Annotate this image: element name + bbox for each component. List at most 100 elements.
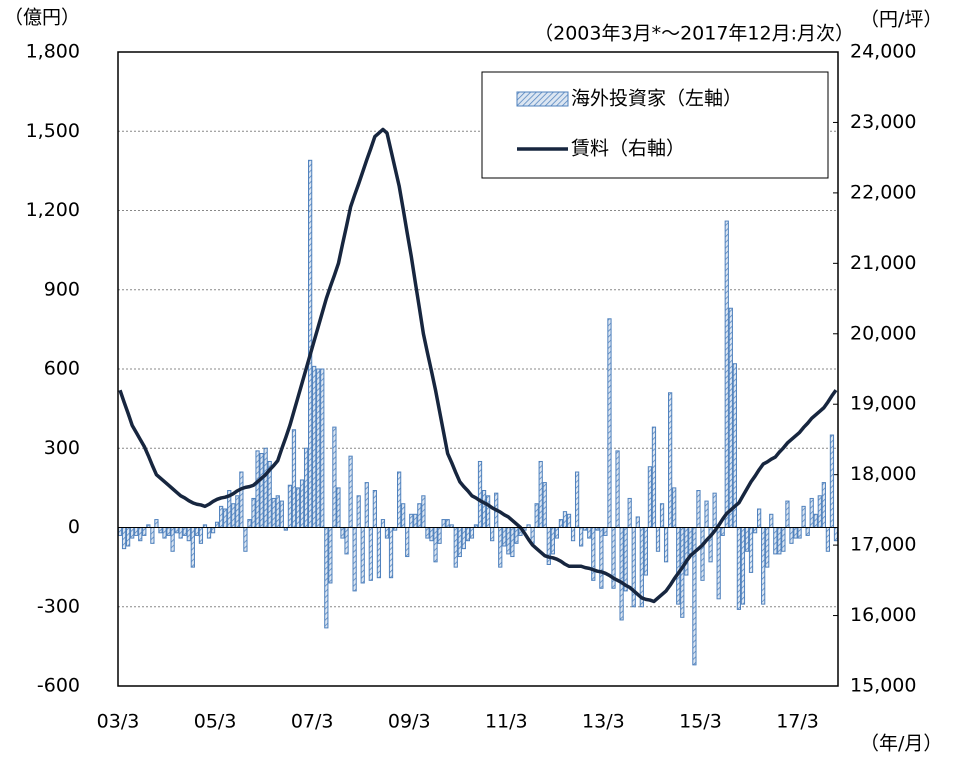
bar xyxy=(506,527,511,555)
bar xyxy=(704,500,709,529)
legend-box xyxy=(481,71,829,179)
bar xyxy=(360,527,365,584)
bar xyxy=(130,527,135,539)
bar xyxy=(700,527,705,581)
x-tick-label: 11/3 xyxy=(485,711,528,733)
bar xyxy=(748,527,754,573)
bar xyxy=(502,527,507,547)
bar xyxy=(291,429,297,528)
bar xyxy=(789,527,794,544)
bar xyxy=(603,527,608,536)
bar xyxy=(405,527,410,558)
bar xyxy=(732,363,737,529)
legend-label: 賃料（右軸） xyxy=(571,138,685,160)
bar xyxy=(655,527,661,552)
bar xyxy=(344,527,349,555)
bar xyxy=(623,527,628,592)
bar xyxy=(239,471,244,528)
bar xyxy=(680,527,685,618)
bar xyxy=(190,527,195,568)
y-tick-label: 1,200 xyxy=(26,199,80,221)
bar xyxy=(477,460,483,529)
bar xyxy=(676,527,681,605)
bar xyxy=(490,527,495,542)
bar xyxy=(619,527,624,621)
bar xyxy=(223,508,228,528)
bar xyxy=(332,426,337,528)
bar xyxy=(388,527,394,579)
bar xyxy=(134,527,139,536)
bar xyxy=(684,527,689,576)
bar xyxy=(817,495,822,528)
bar xyxy=(251,497,256,529)
bar xyxy=(263,447,268,528)
bar xyxy=(243,527,248,552)
bar xyxy=(744,527,750,552)
bar xyxy=(336,487,341,528)
bar xyxy=(651,426,657,528)
bar xyxy=(235,495,240,528)
bar xyxy=(647,466,653,529)
bar xyxy=(397,471,402,528)
bar xyxy=(214,521,220,529)
bar xyxy=(259,453,264,528)
bar xyxy=(219,505,224,529)
bar xyxy=(150,527,155,544)
bar xyxy=(425,527,430,539)
bar xyxy=(805,527,810,536)
bar xyxy=(627,497,632,529)
bar xyxy=(198,527,204,544)
bar xyxy=(182,527,187,536)
bar xyxy=(368,527,373,581)
y-tick-label: 900 xyxy=(44,278,80,300)
y2-tick-label: 21,000 xyxy=(850,252,916,274)
bar xyxy=(797,527,802,539)
bar xyxy=(635,516,640,529)
bar xyxy=(720,527,725,536)
bar xyxy=(663,527,669,563)
y2-tick-label: 19,000 xyxy=(850,393,916,415)
bar xyxy=(574,471,580,528)
bar xyxy=(303,447,309,528)
bar xyxy=(785,500,790,529)
bar xyxy=(562,511,568,528)
bar xyxy=(829,434,835,528)
bar xyxy=(166,527,171,536)
y2-axis-label: （円/坪） xyxy=(860,9,942,31)
bar xyxy=(570,527,576,542)
y2-tick-label: 22,000 xyxy=(850,181,916,203)
bar xyxy=(445,519,450,529)
bar xyxy=(308,159,313,529)
bar xyxy=(348,455,353,528)
legend-swatch xyxy=(516,91,569,107)
bar xyxy=(740,527,746,605)
bar xyxy=(247,519,252,529)
bar xyxy=(271,497,276,529)
bar xyxy=(316,368,321,528)
bar xyxy=(716,527,721,600)
bar xyxy=(417,503,422,529)
bar xyxy=(275,495,280,528)
bar xyxy=(777,527,782,555)
bar xyxy=(696,490,701,528)
y2-tick-label: 23,000 xyxy=(850,111,916,133)
bar xyxy=(352,527,357,592)
bar xyxy=(485,495,491,528)
bar xyxy=(299,479,305,529)
y2-tick-label: 15,000 xyxy=(850,675,916,697)
bar xyxy=(295,487,301,528)
y-axis-label: （億円） xyxy=(4,7,80,29)
x-tick-label: 15/3 xyxy=(679,711,722,733)
bar xyxy=(320,368,325,528)
bar xyxy=(514,527,519,544)
bar xyxy=(688,527,693,555)
bar xyxy=(413,513,418,529)
bar xyxy=(340,527,345,539)
bar xyxy=(194,527,199,536)
bar xyxy=(761,527,766,605)
bar xyxy=(380,519,386,529)
bar xyxy=(813,513,818,529)
bar xyxy=(692,527,697,666)
bar xyxy=(833,527,839,542)
bar xyxy=(566,513,572,529)
